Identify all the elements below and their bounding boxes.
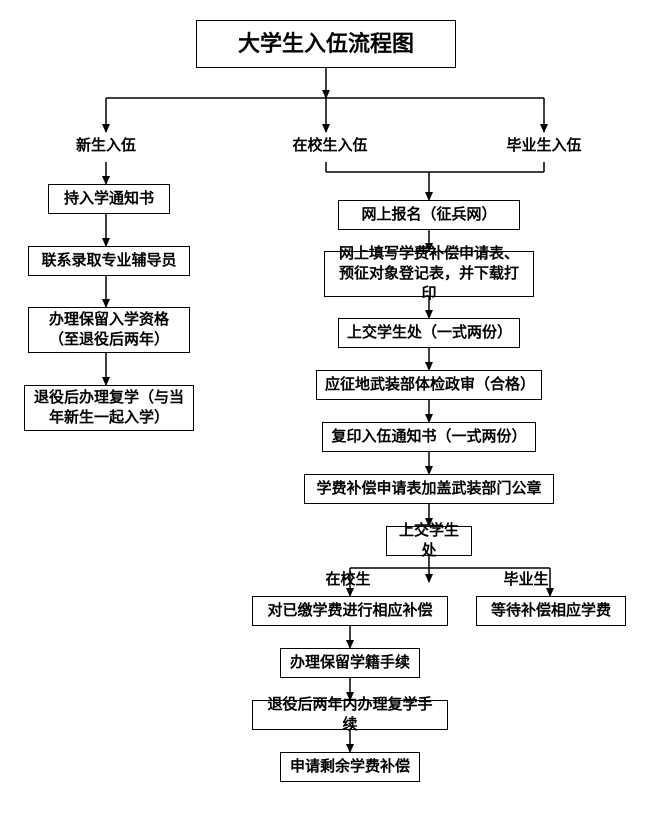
node-n3: 办理保留入学资格（至退役后两年） [28, 307, 190, 353]
node-b4: 申请剩余学费补偿 [280, 752, 420, 782]
flowchart-canvas: 大学生入伍流程图新生入伍 在校生入伍 毕业生入伍持入学通知书联系录取专业辅导员办理保… [0, 0, 651, 817]
node-r1: 网上报名（征兵网） [338, 200, 520, 230]
node-r6: 学费补偿申请表加盖武装部门公章 [304, 474, 554, 504]
node-g1: 等待补偿相应学费 [476, 596, 626, 626]
node-b1: 对已缴学费进行相应补偿 [252, 596, 448, 626]
node-b3: 退役后两年内办理复学手续 [252, 700, 448, 730]
node-r4: 应征地武装部体检政审（合格） [316, 370, 542, 400]
node-cat_new: 新生入伍 [64, 134, 148, 162]
node-cat_cur: 在校生入伍 [280, 134, 380, 162]
node-lab_grad: 毕业生 [496, 568, 556, 590]
node-r2: 网上填写学费补偿申请表、预征对象登记表，并下载打印 [324, 251, 534, 297]
node-n2: 联系录取专业辅导员 [28, 246, 190, 276]
node-cat_grad: 毕业生入伍 [494, 134, 594, 162]
node-r5: 复印入伍通知书（一式两份） [322, 422, 536, 452]
node-title: 大学生入伍流程图 [196, 20, 456, 68]
node-r3: 上交学生处（一式两份） [338, 318, 520, 348]
node-lab_cur: 在校生 [318, 568, 378, 590]
node-b2: 办理保留学籍手续 [280, 648, 420, 678]
node-r7: 上交学生处 [386, 526, 472, 556]
node-n1: 持入学通知书 [48, 184, 170, 214]
node-n4: 退役后办理复学（与当年新生一起入学） [24, 385, 194, 431]
